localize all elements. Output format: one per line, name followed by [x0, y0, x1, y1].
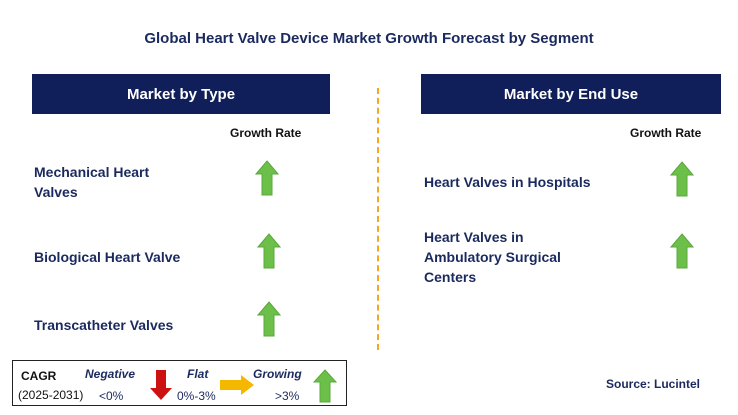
- cagr-legend: CAGR (2025-2031) Negative <0% Flat 0%-3%…: [12, 360, 347, 406]
- segment-label-line: Ambulatory Surgical: [424, 249, 561, 265]
- growth-up-arrow-icon: [257, 233, 281, 269]
- segment-label-line: Heart Valves in: [424, 229, 524, 245]
- growth-up-arrow-icon: [670, 161, 694, 197]
- growing-up-arrow-icon: [313, 369, 337, 403]
- segment-label-mechanical: Mechanical Heart Valves: [34, 162, 149, 202]
- legend-flat-range: 0%-3%: [177, 389, 216, 403]
- market-by-type-header: Market by Type: [32, 74, 330, 114]
- segment-label-line: Valves: [34, 184, 78, 200]
- negative-down-arrow-icon: [150, 370, 172, 400]
- panel-divider: [377, 88, 379, 350]
- growth-up-arrow-icon: [255, 160, 279, 196]
- segment-label-line: Mechanical Heart: [34, 164, 150, 180]
- page-title: Global Heart Valve Device Market Growth …: [144, 30, 594, 47]
- legend-flat-label: Flat: [187, 367, 209, 381]
- legend-cagr-label: CAGR: [21, 369, 57, 383]
- segment-label-line: Heart Valves in Hospitals: [424, 174, 591, 190]
- growth-rate-label-right: Growth Rate: [630, 126, 702, 140]
- segment-label-ambulatory: Heart Valves in Ambulatory Surgical Cent…: [424, 227, 561, 287]
- flat-right-arrow-icon: [220, 375, 254, 395]
- growth-up-arrow-icon: [257, 301, 281, 337]
- segment-label-line: Transcatheter Valves: [34, 317, 174, 333]
- segment-label-biological: Biological Heart Valve: [34, 247, 180, 267]
- segment-label-transcatheter: Transcatheter Valves: [34, 315, 173, 335]
- source-note: Source: Lucintel: [606, 377, 701, 391]
- segment-label-line: Biological Heart Valve: [34, 249, 181, 265]
- growth-up-arrow-icon: [670, 233, 694, 269]
- segment-label-line: Centers: [424, 269, 477, 285]
- segment-label-hospitals: Heart Valves in Hospitals: [424, 172, 591, 192]
- legend-negative-label: Negative: [85, 367, 136, 381]
- legend-negative-range: <0%: [99, 389, 124, 403]
- growth-rate-label-left: Growth Rate: [230, 126, 302, 140]
- market-by-end-use-header: Market by End Use: [421, 74, 721, 114]
- legend-growing-label: Growing: [253, 367, 302, 381]
- legend-growing-range: >3%: [275, 389, 300, 403]
- legend-period: (2025-2031): [18, 388, 84, 402]
